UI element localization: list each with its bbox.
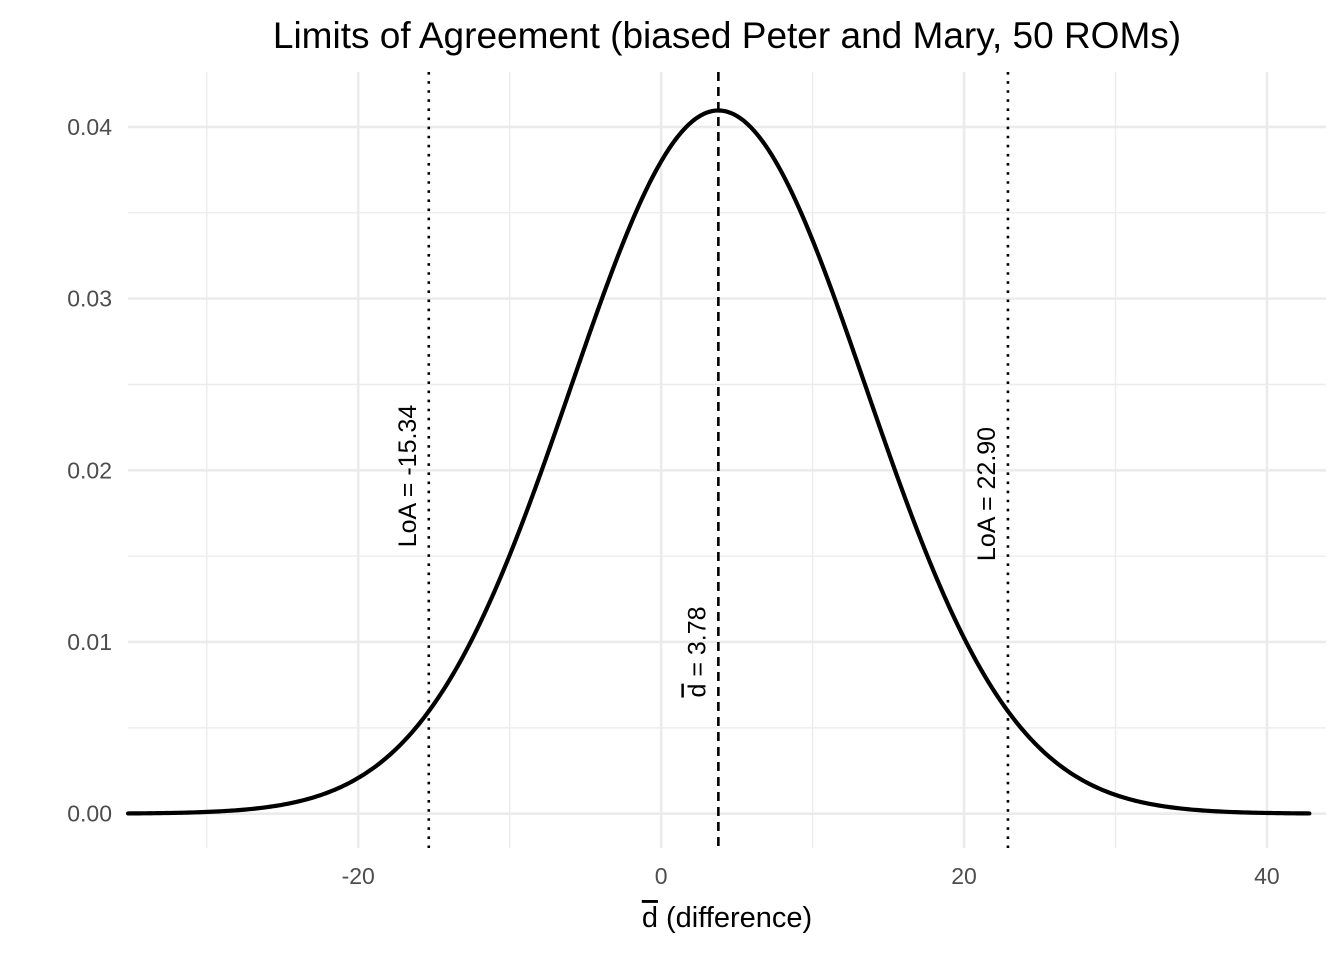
y-tick-label: 0.04: [67, 114, 112, 140]
mean-difference-label-symbol: d: [683, 684, 711, 698]
y-tick-label: 0.03: [67, 286, 112, 312]
x-axis-title: d (difference): [642, 902, 812, 934]
mean-difference-label-text: = 3.78: [683, 606, 711, 683]
x-tick-label: 20: [951, 863, 977, 889]
annotations: LoA = -15.34 d = 3.78 LoA = 22.90: [394, 405, 1001, 698]
y-tick-label: 0.01: [67, 629, 112, 655]
limit-of-agreement-label: LoA = 22.90: [973, 427, 1001, 561]
svg-text:d (difference): d (difference): [642, 902, 812, 934]
y-tick-label: 0.02: [67, 457, 112, 483]
x-tick-label: 0: [655, 863, 668, 889]
mean-difference-label: d = 3.78: [683, 606, 711, 697]
limit-of-agreement-label: LoA = -15.34: [394, 405, 422, 548]
chart-title: Limits of Agreement (biased Peter and Ma…: [273, 15, 1181, 56]
x-tick-label: 40: [1254, 863, 1280, 889]
reference-lines: [427, 72, 1010, 848]
grid: [128, 72, 1326, 848]
tick-labels: -20 0 20 40 0.00 0.01 0.02 0.03 0.04: [67, 114, 1279, 889]
density-curve: [125, 108, 1312, 816]
y-tick-label: 0.00: [67, 801, 112, 827]
x-axis-title-text: (difference): [658, 902, 812, 934]
series-layer: [125, 108, 1312, 816]
x-tick-label: -20: [342, 863, 375, 889]
x-axis-title-symbol: d: [642, 902, 658, 934]
